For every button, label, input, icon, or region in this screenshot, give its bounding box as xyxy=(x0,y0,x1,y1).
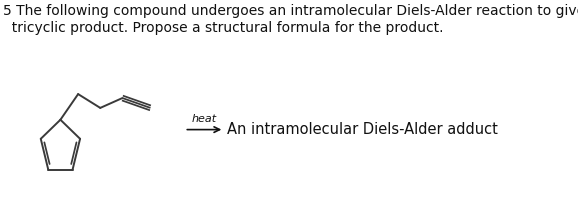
Text: heat: heat xyxy=(192,114,217,124)
Text: An intramolecular Diels-Alder adduct: An intramolecular Diels-Alder adduct xyxy=(227,122,498,137)
Text: 5 The following compound undergoes an intramolecular Diels-Alder reaction to giv: 5 The following compound undergoes an in… xyxy=(3,4,578,35)
